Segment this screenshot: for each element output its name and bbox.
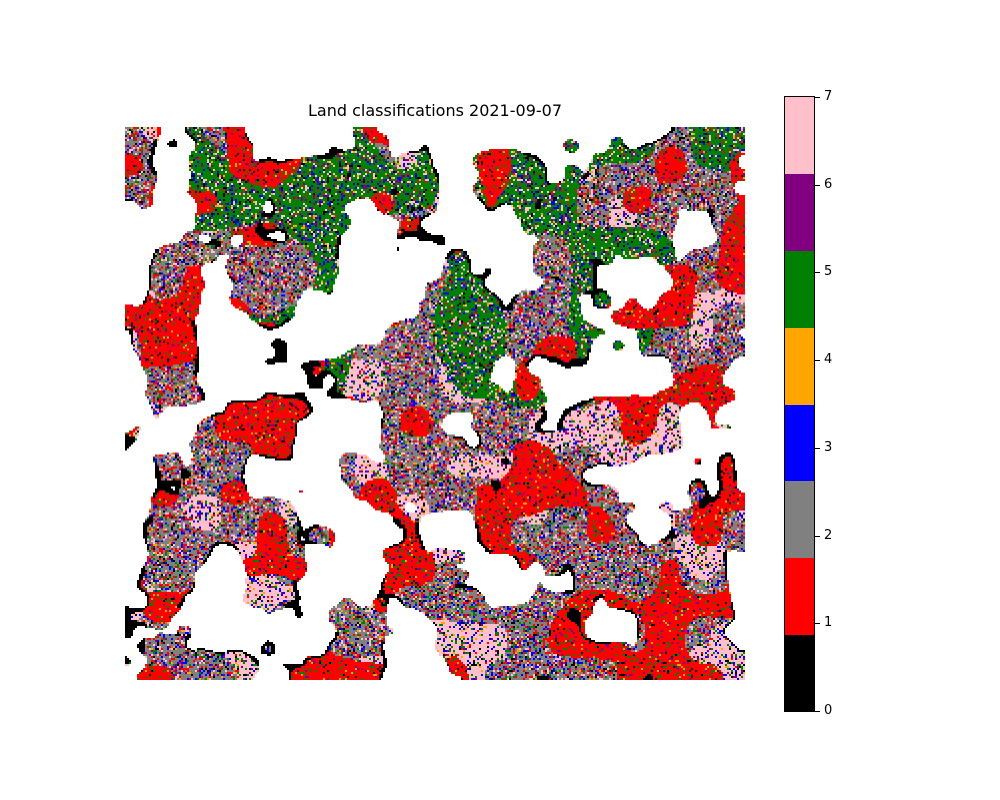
colorbar-tick-label: 7 [824,89,833,104]
colorbar-segment-2 [785,480,814,558]
colorbar-tick-label: 4 [824,352,833,367]
colorbar-tick-label: 1 [824,615,833,630]
colorbar-tick-label: 6 [824,177,833,192]
classification-map [125,127,745,680]
colorbar-tick-label: 0 [824,703,833,718]
colorbar-tick [815,360,820,361]
colorbar-tick [815,97,820,98]
colorbar-tick [815,272,820,273]
colorbar-segment-1 [785,557,814,635]
chart-title: Land classifications 2021-09-07 [308,101,562,120]
colorbar-segment-3 [785,404,814,482]
colorbar-segment-6 [785,173,814,251]
colorbar-tick-label: 3 [824,440,833,455]
colorbar-tick [815,185,820,186]
colorbar-segment-0 [785,634,814,711]
colorbar-tick-label: 5 [824,264,833,279]
colorbar-tick [815,536,820,537]
colorbar [784,96,815,712]
colorbar-segment-5 [785,250,814,328]
colorbar-segment-4 [785,327,814,405]
colorbar-tick [815,711,820,712]
colorbar-tick [815,448,820,449]
colorbar-tick [815,623,820,624]
colorbar-tick-label: 2 [824,528,833,543]
colorbar-segment-7 [785,97,814,175]
